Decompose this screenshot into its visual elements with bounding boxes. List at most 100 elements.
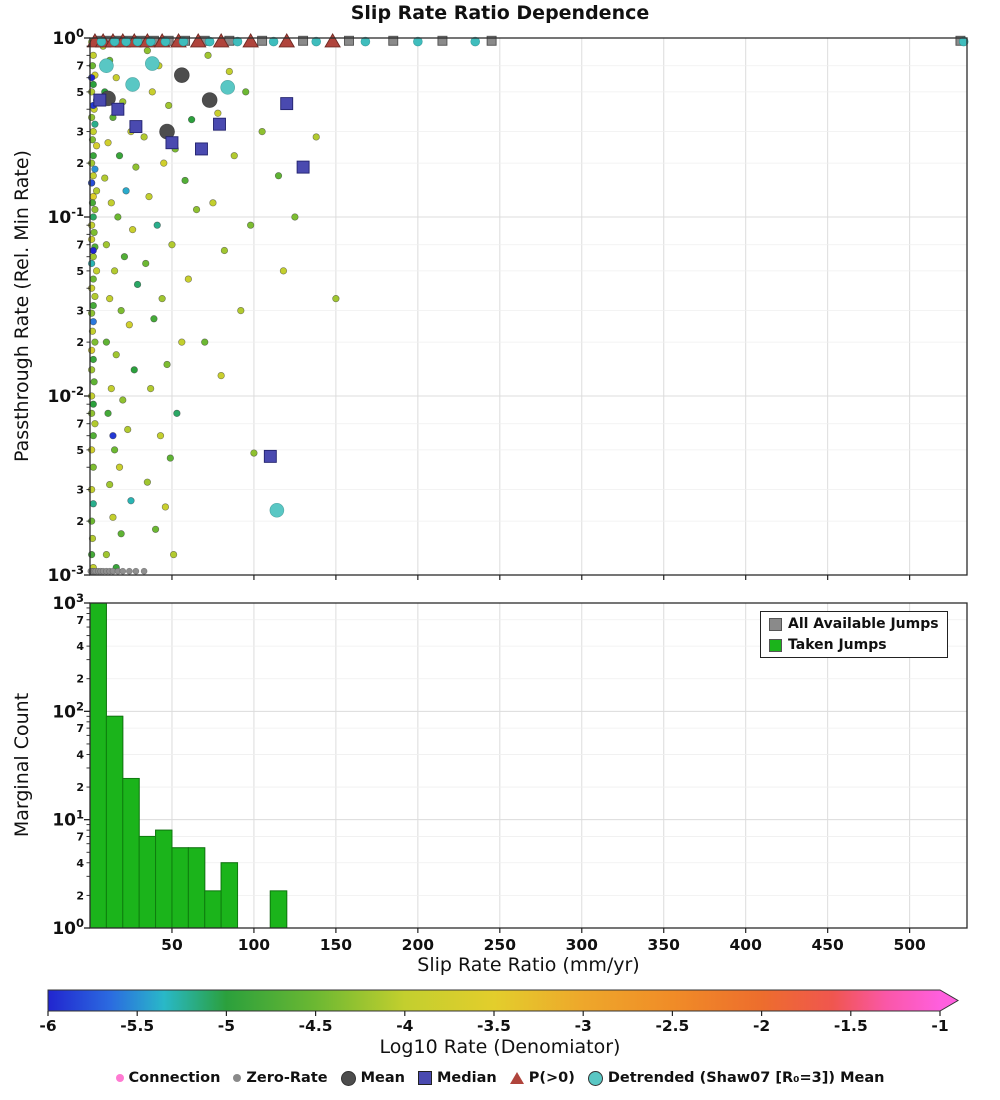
scatter-point xyxy=(143,47,151,55)
scatter-point xyxy=(958,36,969,47)
scatter-point xyxy=(109,36,120,47)
scatter-point xyxy=(125,321,133,329)
figure-legend-item-5: Detrended (Shaw07 [R₀=3]) Mean xyxy=(587,1070,885,1086)
scatter-point xyxy=(140,567,148,575)
scatter-point xyxy=(188,116,196,124)
scatter-point xyxy=(88,199,97,207)
scatter-point xyxy=(88,179,96,187)
scatter-point xyxy=(250,449,258,457)
scatter-point xyxy=(269,502,285,518)
colorbar-tick-label: -4 xyxy=(396,1017,413,1035)
x-tick-label: 200 xyxy=(402,936,435,954)
bottom-y-axis-label: Marginal Count xyxy=(11,692,33,838)
scatter-point xyxy=(89,193,97,201)
figure-legend-item-1: Zero-Rate xyxy=(233,1070,328,1086)
x-tick-label: 300 xyxy=(566,936,599,954)
legend-label-taken: Taken Jumps xyxy=(788,637,887,653)
y-minor-tick-label: 2 xyxy=(76,336,84,349)
scatter-point xyxy=(102,241,110,249)
x-tick-label: 500 xyxy=(893,936,926,954)
scatter-point xyxy=(173,67,190,83)
scatter-point xyxy=(120,253,129,261)
scatter-point xyxy=(160,159,168,167)
figure-legend-label: Zero-Rate xyxy=(246,1070,328,1086)
colorbar-label: Log10 Rate (Denomiator) xyxy=(379,1036,621,1058)
scatter-point xyxy=(89,51,97,59)
scatter-point xyxy=(89,172,97,180)
scatter-point xyxy=(107,384,115,393)
figure-legend-label: Detrended (Shaw07 [R₀=3]) Mean xyxy=(607,1070,885,1086)
scatter-point xyxy=(153,221,161,229)
scatter-point xyxy=(109,432,117,440)
series-median xyxy=(93,93,310,463)
y-major-tick-label: 102 xyxy=(52,699,84,722)
scatter-point xyxy=(298,35,309,46)
scatter-point xyxy=(161,503,170,511)
series-detrended-top-row xyxy=(96,36,969,47)
y-minor-tick-label: 2 xyxy=(76,157,84,170)
bar xyxy=(155,829,173,929)
scatter-point xyxy=(142,259,150,268)
scatter-point xyxy=(124,425,132,434)
y-minor-tick-label: 2 xyxy=(76,781,84,794)
scatter-point xyxy=(129,120,143,134)
circle-marker-icon xyxy=(587,1070,603,1086)
series-detrended-shaw07-mean xyxy=(99,56,285,518)
scatter-point xyxy=(163,360,171,369)
dot-marker-icon xyxy=(115,1074,124,1082)
scatter-point xyxy=(93,93,107,107)
y-minor-tick-label: 7 xyxy=(76,722,84,735)
figure-legend-label: Mean xyxy=(360,1070,405,1086)
scatter-point xyxy=(112,74,120,82)
scatter-point xyxy=(106,295,114,303)
scatter-point xyxy=(413,36,423,47)
colorbar-tick-label: -1.5 xyxy=(834,1017,868,1035)
y-minor-tick-label: 2 xyxy=(76,673,84,686)
scatter-point xyxy=(470,36,481,47)
scatter-point xyxy=(107,199,115,207)
scatter-point xyxy=(92,187,101,195)
x-tick-label: 250 xyxy=(484,936,517,954)
scatter-point xyxy=(201,338,209,346)
scatter-point xyxy=(170,551,178,559)
dot-marker-icon xyxy=(233,1074,242,1082)
scatter-point xyxy=(278,33,296,48)
square-marker-icon xyxy=(417,1071,432,1085)
scatter-point xyxy=(88,259,96,268)
scatter-point xyxy=(201,92,218,108)
y-minor-tick-label: 4 xyxy=(76,640,84,653)
triangle-marker-icon xyxy=(509,1072,524,1084)
scatter-point xyxy=(119,396,127,404)
bar xyxy=(105,715,124,929)
scatter-point xyxy=(158,295,166,303)
y-minor-tick-label: 2 xyxy=(76,889,84,902)
legend-row-taken: Taken Jumps xyxy=(769,637,939,653)
y-major-tick-label: 10-2 xyxy=(48,384,84,407)
scatter-point xyxy=(274,172,283,180)
bar xyxy=(220,862,239,929)
y-minor-tick-label: 5 xyxy=(76,265,84,278)
bar xyxy=(204,890,222,929)
scatter-point xyxy=(213,117,226,131)
bar xyxy=(122,777,140,929)
scatter-point xyxy=(115,152,124,160)
y-major-tick-label: 100 xyxy=(52,26,84,49)
scatter-point xyxy=(247,221,255,229)
scatter-point xyxy=(112,351,120,359)
scatter-point xyxy=(360,36,371,47)
histogram-bars-group xyxy=(89,602,288,929)
scatter-point xyxy=(91,120,99,128)
axes: 100 10-1 10-2 10-3 7 5 3 2 7 5 3 2 7 5 3 2 xyxy=(48,26,968,586)
scatter-point xyxy=(268,36,279,47)
scatter-point xyxy=(115,463,124,471)
x-tick-label: 450 xyxy=(811,936,844,954)
scatter-point xyxy=(220,246,229,255)
figure-legend-label: Connection xyxy=(128,1070,221,1086)
scatter-point xyxy=(114,213,122,221)
circle-marker-icon xyxy=(340,1070,356,1086)
colorbar-tick-label: -5.5 xyxy=(120,1017,154,1035)
scatter-point xyxy=(237,306,245,315)
scatter-point xyxy=(129,226,137,234)
scatter-point xyxy=(263,449,277,463)
colorbar-tick-label: -2 xyxy=(753,1017,770,1035)
